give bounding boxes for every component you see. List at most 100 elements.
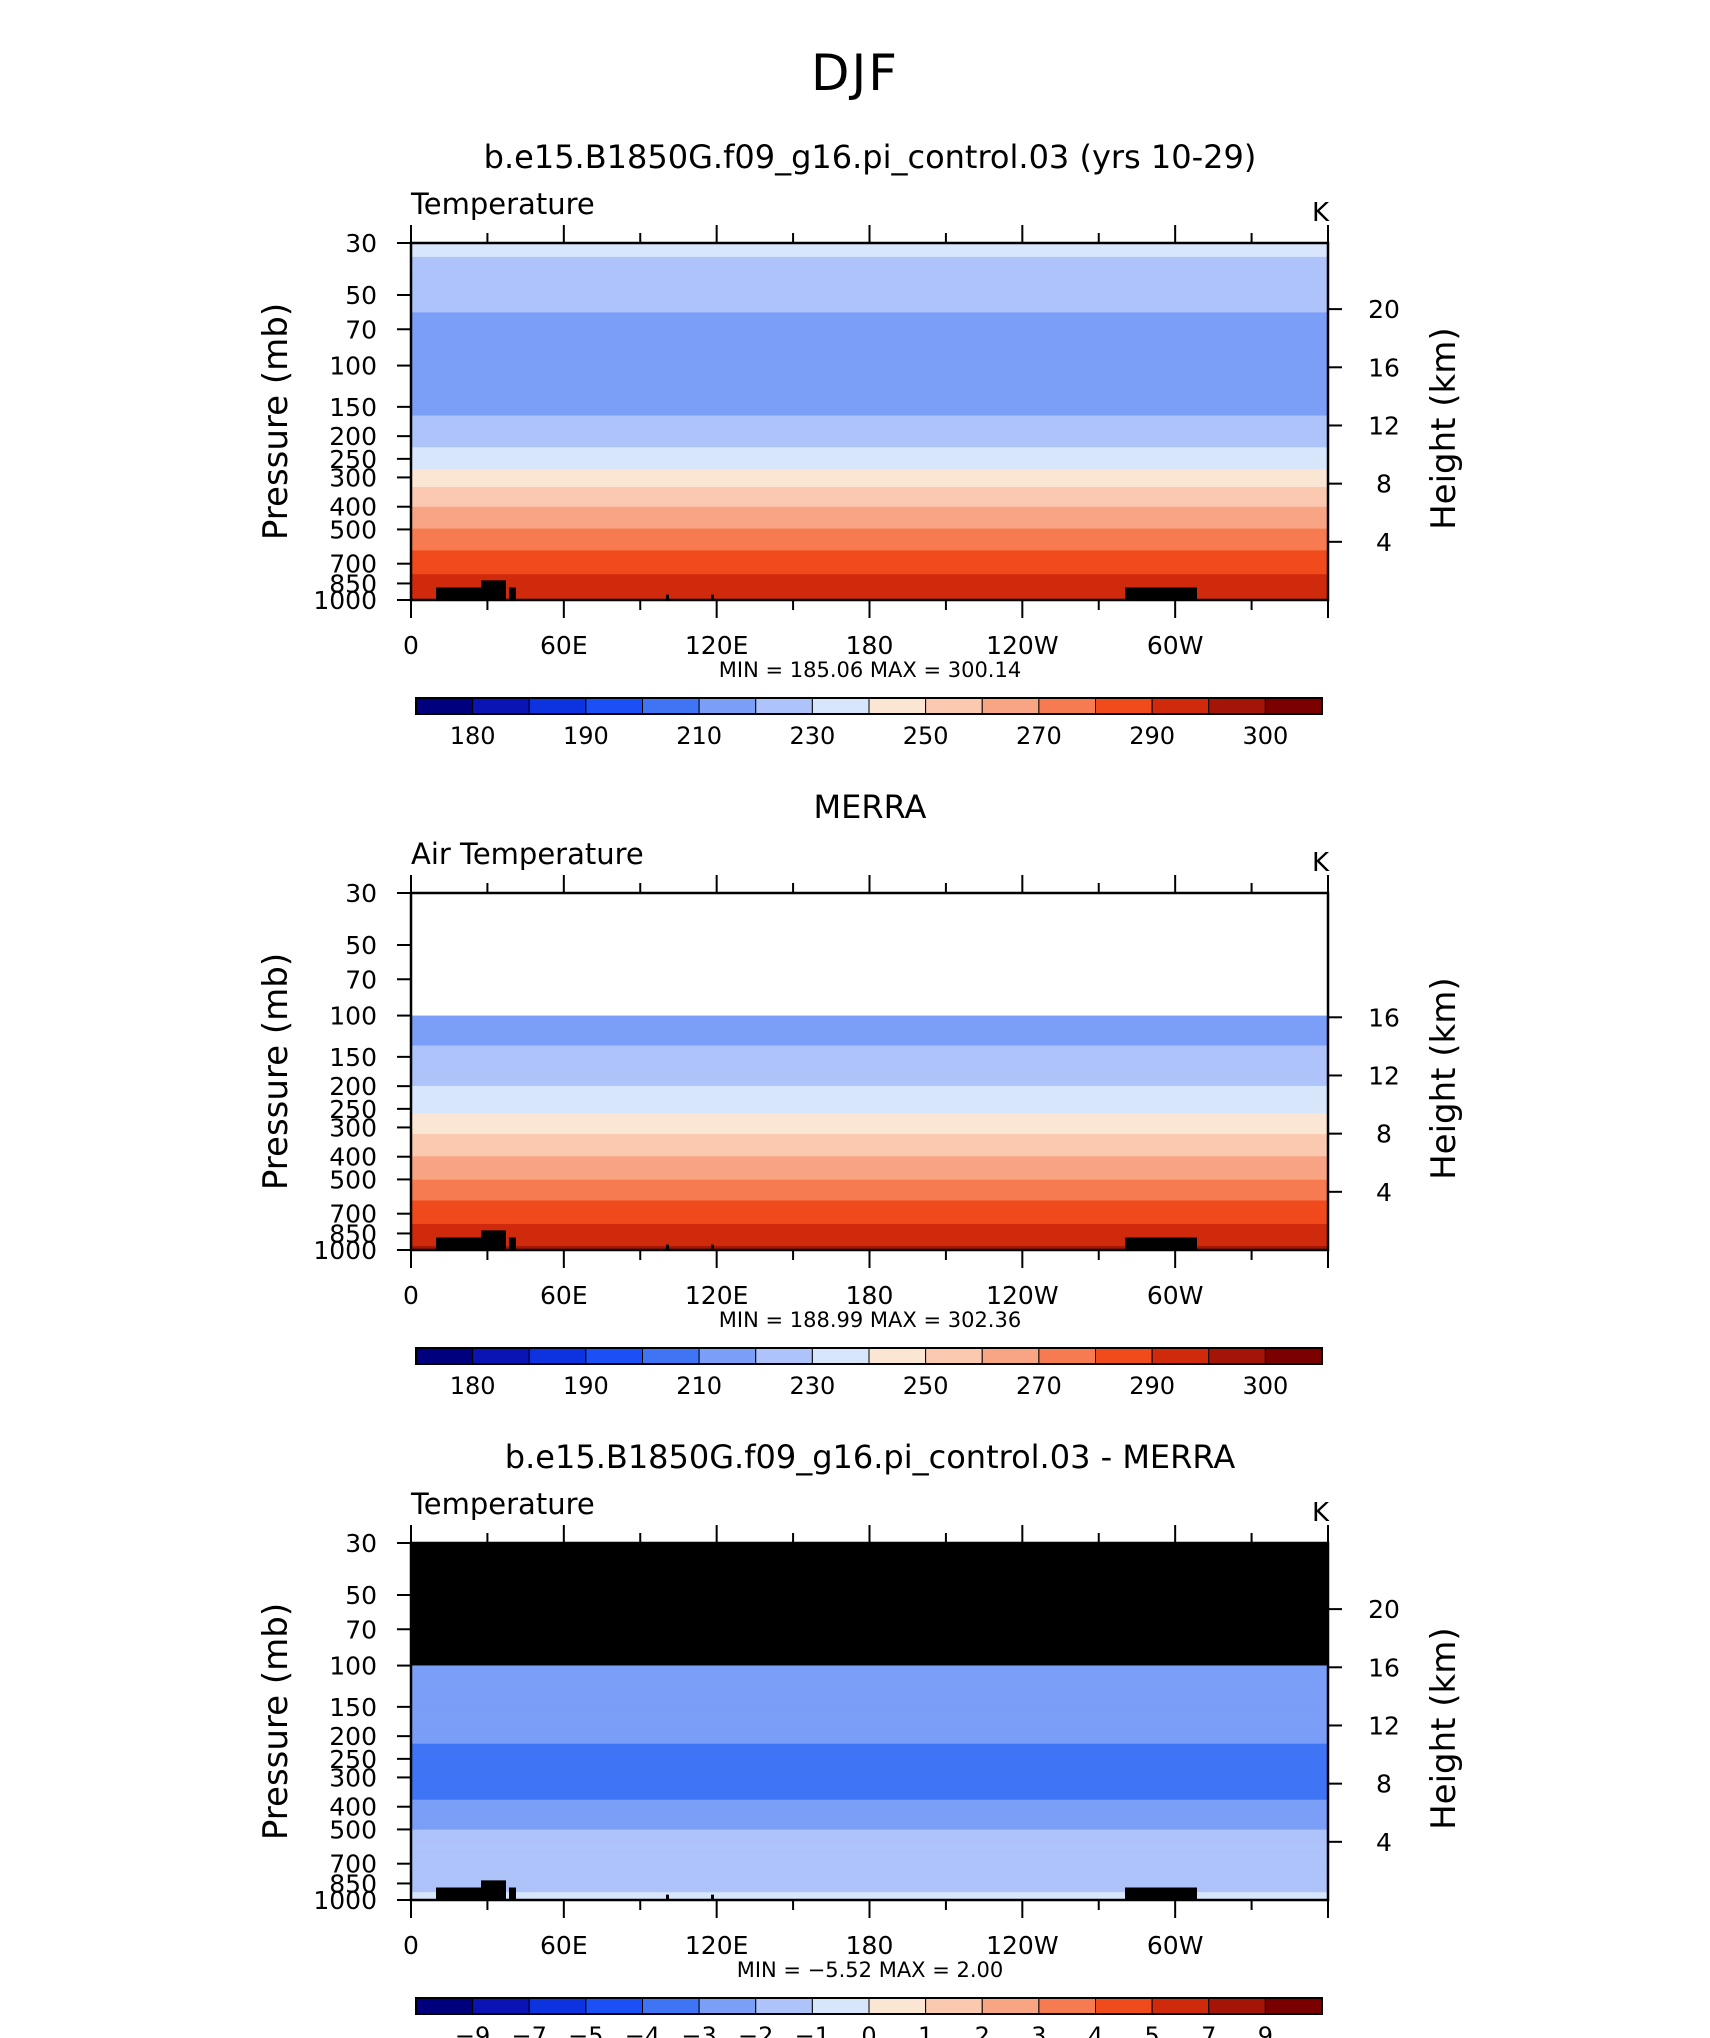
units-label: K: [1312, 848, 1330, 878]
contour-band: [411, 1229, 1328, 1232]
contour-band: [411, 471, 1328, 474]
contour-band: [411, 254, 1328, 258]
contour-band: [411, 1833, 1328, 1836]
contour-band: [411, 1151, 1328, 1154]
contour-band: [411, 582, 1328, 585]
contour-band: [411, 1070, 1328, 1073]
contour-band: [411, 1696, 1328, 1699]
colorbar-label: −7: [512, 2022, 547, 2038]
colorbar-box: [981, 1347, 1040, 1365]
contour-band: [411, 570, 1328, 574]
contour-band: [411, 1860, 1328, 1864]
y-tick-label: 300: [329, 463, 377, 492]
contour-band: [411, 526, 1328, 530]
y-tick-label: 400: [329, 1793, 377, 1822]
contour-band: [411, 512, 1328, 516]
contour-band: [411, 435, 1328, 439]
contour-band: [411, 467, 1328, 470]
contour-band: [411, 1668, 1328, 1671]
contour-band: [411, 1101, 1328, 1104]
contour-band: [411, 330, 1328, 334]
contour-band: [411, 1212, 1328, 1215]
colorbar-box: [415, 1997, 474, 2015]
contour-band: [411, 1708, 1328, 1711]
x-tick-label: 60E: [540, 631, 588, 660]
contour-band: [411, 1837, 1328, 1840]
contour-band: [411, 1669, 1328, 1672]
x-tick-label: 120W: [986, 1931, 1058, 1960]
contour-band: [411, 1897, 1328, 1900]
contour-band: [411, 1126, 1328, 1129]
contour-band: [411, 477, 1328, 480]
contour-band: [411, 1230, 1328, 1233]
contour-band: [411, 1682, 1328, 1685]
contour-band: [411, 1217, 1328, 1220]
contour-band: [411, 276, 1328, 280]
contour-band: [411, 1039, 1328, 1042]
contour-band: [411, 1845, 1328, 1848]
contour-band: [411, 1137, 1328, 1141]
topography: [1125, 587, 1197, 600]
y-axis-label: Pressure (mb): [256, 1603, 296, 1840]
contour-band: [411, 1184, 1328, 1187]
contour-band: [411, 1031, 1328, 1034]
colorbar-box: [868, 1997, 927, 2015]
contour-band: [411, 1834, 1328, 1837]
y-tick-label: 400: [329, 1143, 377, 1172]
panel-1: b.e15.B1850G.f09_g16.pi_control.03 (yrs …: [256, 138, 1464, 750]
topography: [481, 1880, 506, 1900]
y-tick-label: 250: [329, 445, 377, 474]
contour-band: [411, 592, 1328, 595]
contour-band: [411, 348, 1328, 351]
contour-band: [411, 1804, 1328, 1808]
contour-band: [411, 1889, 1328, 1892]
min-max-stats: MIN = 188.99 MAX = 302.36: [719, 1308, 1021, 1332]
contour-band: [411, 1081, 1328, 1085]
contour-band: [411, 1737, 1328, 1740]
contour-band: [411, 1806, 1328, 1809]
y-tick-label: 250: [329, 1745, 377, 1774]
contour-band: [411, 560, 1328, 564]
colorbar-box: [1095, 1347, 1153, 1365]
colorbar-label: 210: [676, 722, 722, 750]
contour-band: [411, 1797, 1328, 1800]
contour-band: [411, 548, 1328, 552]
contour-band: [411, 248, 1328, 252]
contour-band: [411, 413, 1328, 417]
y-right-axis-label: Height (km): [1424, 327, 1464, 530]
contour-band: [411, 1765, 1328, 1768]
contour-band: [411, 360, 1328, 363]
contour-band: [411, 1243, 1328, 1246]
contour-band: [411, 1037, 1328, 1040]
contour-band: [411, 1820, 1328, 1823]
colorbar-label: 0: [861, 2022, 876, 2038]
contour-band: [411, 405, 1328, 409]
contour-band: [411, 1687, 1328, 1690]
contour-band: [411, 1052, 1328, 1055]
contour-band: [411, 445, 1328, 449]
y-tick-label: 300: [329, 1763, 377, 1792]
contour-band: [411, 1857, 1328, 1860]
contour-band: [411, 504, 1328, 508]
y-tick-label: 30: [345, 1529, 377, 1558]
y-right-tick-label: 4: [1376, 1828, 1392, 1857]
contour-band: [411, 1755, 1328, 1758]
contour-band: [411, 1190, 1328, 1193]
contour-band: [411, 407, 1328, 411]
contour-band: [411, 1016, 1328, 1019]
contour-band: [411, 320, 1328, 324]
colorbar-box: [698, 697, 757, 715]
contour-band: [411, 532, 1328, 536]
contour-band: [411, 1144, 1328, 1147]
y-right-tick-label: 8: [1376, 1120, 1392, 1149]
contour-band: [411, 1197, 1328, 1201]
contour-band: [411, 1780, 1328, 1783]
contour-band: [411, 1672, 1328, 1675]
contour-band: [411, 1053, 1328, 1056]
contour-band: [411, 1130, 1328, 1133]
contour-band: [411, 1238, 1328, 1241]
contour-band: [411, 1673, 1328, 1676]
contour-band: [411, 1122, 1328, 1125]
topography: [436, 1237, 481, 1250]
colorbar: −9 −7 −5 −4 −3 −2 −1 0 1 2 3 4 5 7 9: [415, 1997, 1323, 2038]
